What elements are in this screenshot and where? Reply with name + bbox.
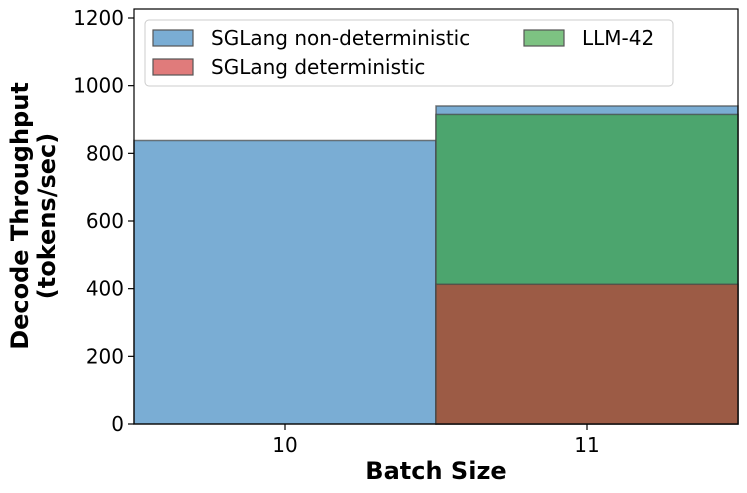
legend-swatch	[152, 58, 194, 76]
legend-swatch	[152, 29, 194, 47]
y-axis-label-line-1: Decode Throughput	[6, 82, 34, 350]
legend-label: SGLang non-deterministic	[211, 26, 470, 50]
bar-sglang-deterministic-11	[435, 283, 739, 425]
x-axis-label: Batch Size	[365, 457, 506, 485]
y-tick-label: 0	[111, 412, 124, 436]
y-tick-label: 1200	[73, 6, 124, 30]
x-axis: 10 11	[272, 424, 600, 457]
x-tick-label: 10	[272, 433, 297, 457]
y-tick-label: 600	[86, 209, 124, 233]
y-tick-label: 200	[86, 344, 124, 368]
bar-sglang-non-deterministic-10	[133, 139, 437, 425]
y-tick-label: 1000	[73, 74, 124, 98]
legend-label: SGLang deterministic	[211, 55, 425, 79]
y-axis-label-line-2: (tokens/sec)	[33, 133, 61, 299]
legend-swatch	[523, 29, 565, 47]
bars	[133, 105, 739, 425]
y-tick-label: 400	[86, 277, 124, 301]
legend-label: LLM-42	[582, 26, 654, 50]
legend: SGLang non-deterministic SGLang determini…	[144, 19, 674, 87]
plot-frame	[133, 8, 739, 425]
y-tick-label: 800	[86, 141, 124, 165]
x-tick-label: 11	[574, 433, 599, 457]
y-axis: 0 200 400 600 800 1000 1200	[73, 6, 134, 436]
